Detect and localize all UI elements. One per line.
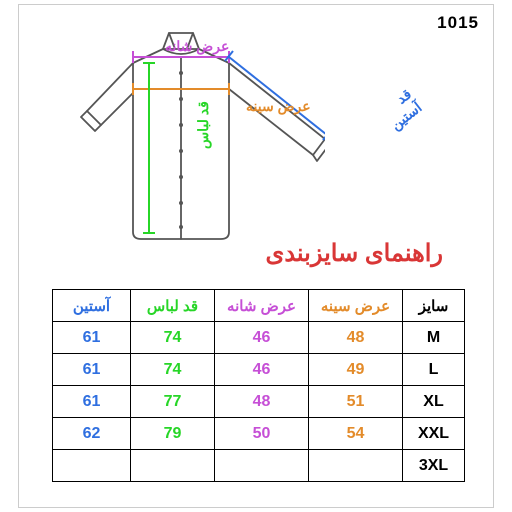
shirt-diagram: عرض شانه عرض سینه قد لباس قد آستین [65,27,325,267]
cell: 54 [309,418,403,450]
cell: 77 [131,386,215,418]
cell: 61 [53,386,131,418]
header-shoulder: عرض شانه [215,290,309,322]
label-sleeve: قد آستین [377,86,425,134]
cell: 62 [53,418,131,450]
cell: 46 [215,354,309,386]
cell: 48 [309,322,403,354]
header-chest: عرض سینه [309,290,403,322]
cell: 61 [53,322,131,354]
cell: L [403,354,465,386]
guide-title: راهنمای سایزبندی [266,239,443,268]
header-sleeve: آستین [53,290,131,322]
label-shoulder: عرض شانه [165,38,229,55]
label-body: قد لباس [195,101,212,149]
product-code: 1015 [437,13,479,33]
table-row: L49467461 [53,354,465,386]
table-row: XL51487761 [53,386,465,418]
size-guide-card: 1015 [18,4,494,508]
size-table: سایز عرض سینه عرض شانه قد لباس آستین M48… [52,289,465,482]
header-size: سایز [403,290,465,322]
cell: XL [403,386,465,418]
cell [53,450,131,482]
cell: 48 [215,386,309,418]
header-body: قد لباس [131,290,215,322]
cell [131,450,215,482]
table-header-row: سایز عرض سینه عرض شانه قد لباس آستین [53,290,465,322]
table-row: M48467461 [53,322,465,354]
cell: M [403,322,465,354]
cell: 79 [131,418,215,450]
cell: 74 [131,322,215,354]
cell: 50 [215,418,309,450]
cell: 3XL [403,450,465,482]
cell: 51 [309,386,403,418]
cell [215,450,309,482]
cell: 46 [215,322,309,354]
cell: 74 [131,354,215,386]
table-row: 3XL [53,450,465,482]
table-row: XXL54507962 [53,418,465,450]
cell: XXL [403,418,465,450]
cell [309,450,403,482]
cell: 49 [309,354,403,386]
label-chest: عرض سینه [246,98,311,115]
cell: 61 [53,354,131,386]
